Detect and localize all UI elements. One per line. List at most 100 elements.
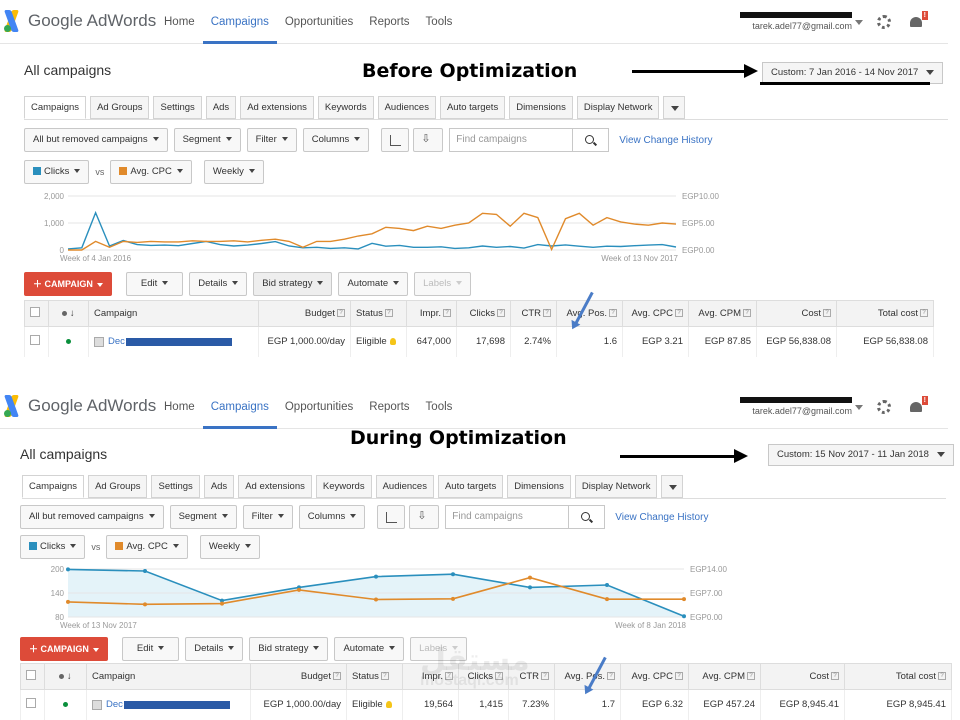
row-budget[interactable]: EGP 1,000.00/day	[258, 326, 351, 357]
header-clicks[interactable]: Clicks?	[456, 300, 511, 327]
help-icon[interactable]: ?	[823, 309, 831, 318]
nav-opportunities[interactable]: Opportunities	[284, 401, 354, 413]
enabled-dot-icon[interactable]	[66, 339, 71, 345]
help-icon[interactable]: ?	[609, 309, 617, 318]
gear-icon[interactable]	[877, 15, 891, 29]
help-icon[interactable]: ?	[938, 672, 946, 681]
account-caret-icon[interactable]	[855, 20, 863, 25]
bell-icon[interactable]: !	[909, 11, 928, 29]
download-icon[interactable]	[413, 128, 444, 152]
help-icon[interactable]: ?	[541, 672, 549, 681]
row-checkbox[interactable]	[30, 335, 40, 346]
account-menu[interactable]: tarek.adel77@gmail.com	[740, 12, 852, 31]
header-avg-pos[interactable]: Avg. Pos.?	[556, 300, 623, 327]
header-total-cost[interactable]: Total cost?	[844, 663, 952, 690]
header-avg-cpc[interactable]: Avg. CPC?	[620, 663, 689, 690]
header-total-cost[interactable]: Total cost?	[836, 300, 934, 327]
help-icon[interactable]: ?	[831, 672, 839, 681]
adwords-logo[interactable]: Google AdWords	[3, 395, 156, 417]
date-range-button[interactable]: Custom: 7 Jan 2016 - 14 Nov 2017	[762, 62, 944, 84]
help-icon[interactable]: ?	[743, 309, 751, 318]
nav-campaigns[interactable]: Campaigns	[202, 0, 278, 44]
more-tabs-button[interactable]	[663, 96, 686, 119]
status-dot-header[interactable]: ↓	[48, 300, 89, 327]
header-avg-cpc[interactable]: Avg. CPC?	[622, 300, 689, 327]
header-impr[interactable]: Impr.?	[406, 300, 457, 327]
row-checkbox[interactable]	[26, 698, 36, 709]
metric2-dropdown[interactable]: Avg. CPC	[106, 535, 188, 559]
adwords-logo[interactable]: Google AdWords	[3, 10, 156, 32]
segment-dropdown[interactable]: Segment	[169, 505, 237, 529]
account-caret-icon[interactable]	[855, 405, 863, 410]
metric1-dropdown[interactable]: Clicks	[24, 160, 90, 184]
metric2-dropdown[interactable]: Avg. CPC	[110, 160, 192, 184]
help-icon[interactable]: ?	[495, 672, 503, 681]
header-ctr[interactable]: CTR?	[508, 663, 555, 690]
help-icon[interactable]: ?	[675, 309, 683, 318]
help-icon[interactable]: ?	[920, 309, 928, 318]
select-all-checkbox[interactable]	[26, 670, 36, 680]
help-icon[interactable]: ?	[675, 672, 683, 681]
tab-dimensions[interactable]: Dimensions	[507, 475, 571, 498]
help-icon[interactable]: ?	[384, 309, 393, 318]
tab-ads[interactable]: Ads	[205, 96, 237, 119]
metric1-dropdown[interactable]: Clicks	[20, 535, 86, 559]
help-icon[interactable]: ?	[443, 309, 451, 318]
bell-icon[interactable]: !	[909, 396, 928, 414]
tab-display-network[interactable]: Display Network	[576, 96, 660, 119]
labels-dropdown[interactable]: Labels	[414, 272, 472, 296]
date-range-button[interactable]: Custom: 15 Nov 2017 - 11 Jan 2018	[768, 444, 954, 466]
automate-dropdown[interactable]: Automate	[338, 272, 409, 296]
header-avg-cpm[interactable]: Avg. CPM?	[688, 300, 757, 327]
filter-dropdown[interactable]: Filter	[242, 505, 293, 529]
search-input[interactable]: Find campaigns	[449, 128, 574, 152]
tab-display-network[interactable]: Display Network	[574, 475, 658, 498]
help-icon[interactable]: ?	[337, 309, 345, 318]
chart-toggle-icon[interactable]	[377, 505, 406, 529]
nav-tools[interactable]: Tools	[425, 401, 453, 413]
tab-ad-groups[interactable]: Ad Groups	[90, 96, 150, 119]
nav-home[interactable]: Home	[164, 401, 195, 413]
automate-dropdown[interactable]: Automate	[334, 637, 405, 661]
help-icon[interactable]: ?	[607, 672, 615, 681]
nav-campaigns[interactable]: Campaigns	[202, 385, 278, 429]
labels-dropdown[interactable]: Labels	[410, 637, 468, 661]
chart-toggle-icon[interactable]	[381, 128, 410, 152]
tab-campaigns[interactable]: Campaigns	[22, 475, 85, 498]
header-campaign[interactable]: Campaign	[88, 300, 259, 327]
edit-dropdown[interactable]: Edit	[121, 637, 180, 661]
tab-audiences[interactable]: Audiences	[377, 96, 436, 119]
tab-ad-extensions[interactable]: Ad extensions	[238, 475, 312, 498]
select-all-checkbox[interactable]	[30, 307, 40, 317]
tab-auto-targets[interactable]: Auto targets	[437, 475, 504, 498]
header-status[interactable]: Status?	[346, 663, 403, 690]
tab-settings[interactable]: Settings	[151, 475, 200, 498]
search-input[interactable]: Find campaigns	[445, 505, 570, 529]
gear-icon[interactable]	[877, 400, 891, 414]
tab-ad-extensions[interactable]: Ad extensions	[240, 96, 314, 119]
search-icon[interactable]	[573, 128, 610, 152]
header-cost[interactable]: Cost?	[756, 300, 837, 327]
tab-campaigns[interactable]: Campaigns	[24, 96, 87, 119]
scope-dropdown[interactable]: All but removed campaigns	[24, 128, 168, 152]
view-change-history-link[interactable]: View Change History	[615, 511, 709, 523]
period-dropdown[interactable]: Weekly	[203, 160, 264, 184]
header-clicks[interactable]: Clicks?	[458, 663, 509, 690]
columns-dropdown[interactable]: Columns	[298, 505, 366, 529]
view-change-history-link[interactable]: View Change History	[619, 134, 713, 146]
help-icon[interactable]: ?	[380, 672, 389, 681]
bid-strategy-dropdown[interactable]: Bid strategy	[249, 637, 329, 661]
tab-auto-targets[interactable]: Auto targets	[439, 96, 506, 119]
header-ctr[interactable]: CTR?	[510, 300, 557, 327]
status-dot-header[interactable]: ↓	[44, 663, 87, 690]
header-cost[interactable]: Cost?	[760, 663, 845, 690]
segment-dropdown[interactable]: Segment	[173, 128, 241, 152]
tab-ad-groups[interactable]: Ad Groups	[88, 475, 148, 498]
download-icon[interactable]	[409, 505, 440, 529]
nav-opportunities[interactable]: Opportunities	[284, 16, 354, 28]
help-icon[interactable]: ?	[445, 672, 453, 681]
help-icon[interactable]: ?	[543, 309, 551, 318]
period-dropdown[interactable]: Weekly	[199, 535, 260, 559]
row-budget[interactable]: EGP 1,000.00/day	[250, 689, 347, 720]
tab-dimensions[interactable]: Dimensions	[509, 96, 573, 119]
